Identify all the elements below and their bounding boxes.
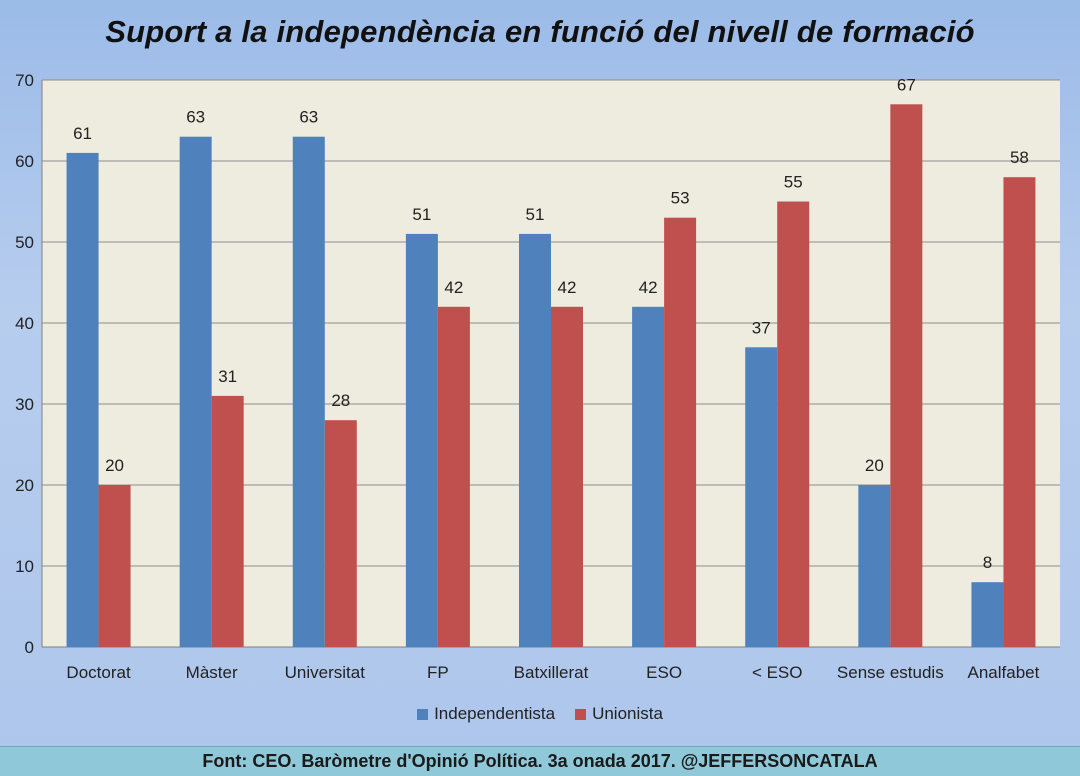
bar-independentista	[519, 233, 551, 647]
bar-independentista	[179, 136, 212, 647]
bar-unionista	[1003, 177, 1036, 647]
bar-independentista	[858, 485, 891, 647]
legend-item-unionista: Unionista	[575, 704, 663, 724]
data-label: 67	[897, 75, 916, 94]
data-label: 55	[784, 173, 803, 192]
chart-title: Suport a la independència en funció del …	[105, 14, 975, 49]
legend-swatch-unionista	[575, 708, 587, 720]
data-label: 63	[299, 108, 318, 127]
x-tick-label: < ESO	[752, 663, 803, 682]
legend: Independentista Unionista	[0, 704, 1080, 724]
bar-unionista	[437, 306, 470, 647]
bar-unionista	[211, 395, 244, 647]
bar-unionista	[551, 306, 583, 647]
y-tick-label: 40	[15, 314, 34, 333]
bar-independentista	[632, 306, 665, 647]
data-label: 20	[105, 456, 124, 475]
x-tick-label: Universitat	[285, 663, 366, 682]
x-tick-label: Analfabet	[968, 663, 1040, 682]
data-label: 58	[1010, 148, 1029, 167]
bar-unionista	[890, 104, 923, 648]
data-label: 42	[558, 278, 577, 297]
bar-unionista	[98, 485, 131, 647]
data-label: 51	[526, 205, 545, 224]
bar-independentista	[971, 582, 1004, 647]
data-label: 37	[752, 318, 771, 337]
bar-independentista	[405, 233, 438, 647]
bar-unionista	[777, 201, 810, 647]
legend-item-independentista: Independentista	[417, 704, 555, 724]
x-tick-label: Màster	[186, 663, 238, 682]
data-label: 28	[331, 391, 350, 410]
data-label: 61	[73, 124, 92, 143]
y-tick-label: 0	[25, 638, 34, 657]
legend-label-unionista: Unionista	[592, 704, 663, 723]
bar-unionista	[324, 420, 357, 647]
y-tick-label: 50	[15, 233, 34, 252]
x-tick-label: ESO	[646, 663, 682, 682]
data-label: 42	[639, 278, 658, 297]
x-tick-label: Doctorat	[66, 663, 131, 682]
y-tick-label: 10	[15, 557, 34, 576]
legend-label-independentista: Independentista	[434, 704, 556, 723]
bar-independentista	[66, 152, 99, 647]
data-label: 8	[983, 553, 992, 572]
bar-independentista	[292, 136, 325, 647]
data-label: 31	[218, 367, 237, 386]
data-label: 51	[412, 205, 431, 224]
source-footer: Font: CEO. Baròmetre d'Opinió Política. …	[0, 746, 1080, 776]
data-label: 53	[671, 189, 690, 208]
legend-swatch-independentista	[417, 708, 429, 720]
data-label: 63	[186, 108, 205, 127]
y-tick-label: 20	[15, 476, 34, 495]
x-tick-label: FP	[427, 663, 449, 682]
bar-independentista	[745, 347, 778, 647]
y-tick-label: 70	[15, 71, 34, 90]
data-label: 42	[444, 278, 463, 297]
x-tick-label: Sense estudis	[837, 663, 944, 682]
x-tick-label: Batxillerat	[514, 663, 589, 682]
y-tick-label: 60	[15, 152, 34, 171]
data-label: 20	[865, 456, 884, 475]
bar-chart: 0 10 20 30 40 50 60 70 61 20 Doctorat 63 31 Màster 63 2…	[15, 71, 1060, 682]
bar-unionista	[664, 217, 697, 647]
y-tick-label: 30	[15, 395, 34, 414]
